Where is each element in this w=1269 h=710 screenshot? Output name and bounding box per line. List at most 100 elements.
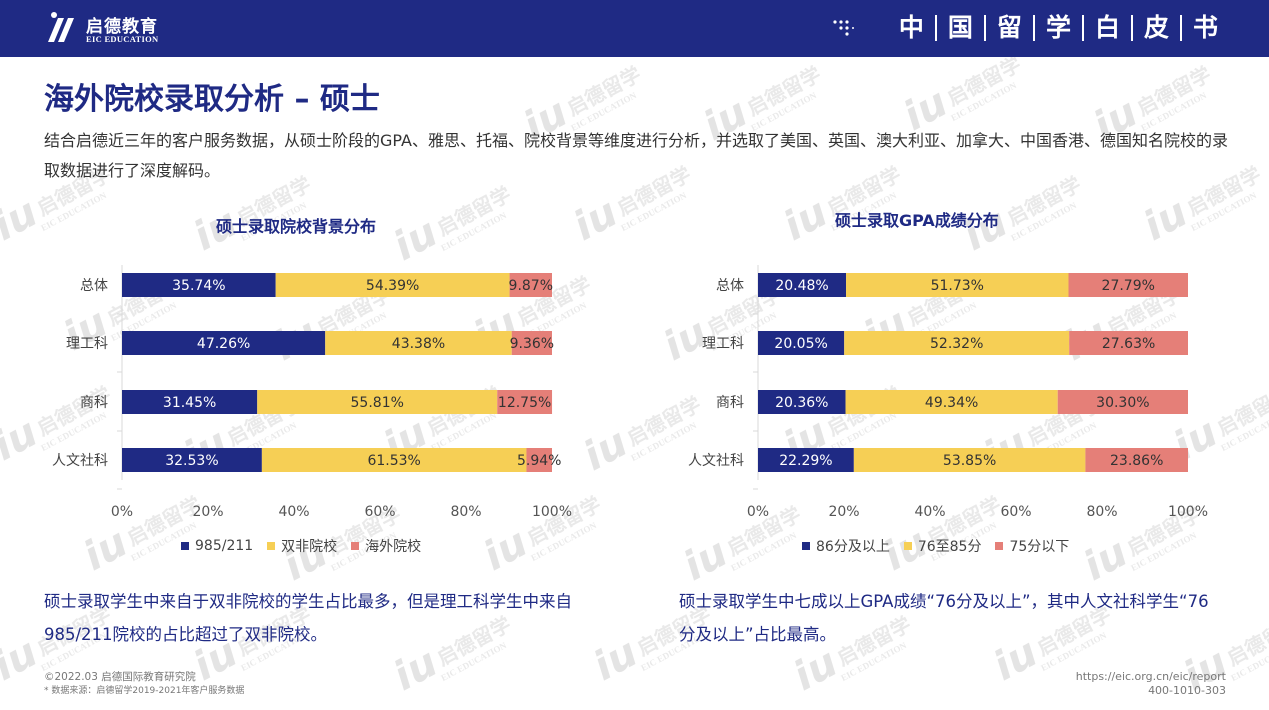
legend-background: 985/211 双非院校 海外院校 [181, 536, 435, 556]
footer-source: * 数据来源：启德留学2019-2021年客户服务数据 [44, 686, 245, 696]
x-tick-label: 40% [914, 504, 945, 520]
bar-segment [257, 390, 498, 414]
category-label: 理工科 [702, 336, 744, 352]
bar-segment [511, 331, 552, 355]
legend-item: 75分以下 [995, 536, 1069, 556]
x-tick-label: 20% [828, 504, 859, 520]
legend-item: 76至85分 [903, 536, 982, 556]
x-tick-label: 80% [450, 504, 481, 520]
category-label: 商科 [716, 395, 744, 411]
bar-segment [844, 331, 1070, 355]
data-label: 12.75% [498, 395, 551, 411]
legend-label: 985/211 [195, 538, 254, 554]
banner-char: 白 [1094, 13, 1120, 42]
logo-text-en: EIC EDUCATION [86, 34, 159, 44]
bar-segment [497, 390, 553, 414]
data-label: 20.05% [774, 336, 827, 352]
data-label: 20.48% [775, 278, 828, 294]
legend-swatch [903, 542, 912, 550]
conclusion-gpa: 硕士录取学生中七成以上GPA成绩“76分及以上”，其中人文社科学生“76分及以上… [679, 592, 1209, 644]
legend-label: 海外院校 [365, 539, 422, 555]
legend-swatch [995, 542, 1004, 550]
data-label: 53.85% [943, 453, 996, 469]
x-tick-label: 0% [747, 504, 769, 520]
x-tick-label: 20% [192, 504, 223, 520]
banner-separator [1081, 15, 1084, 41]
bar-segment [1068, 273, 1188, 297]
header-bar: 启德教育 EIC EDUCATION 中国留学白皮书 [0, 0, 1269, 57]
data-label: 27.63% [1102, 336, 1155, 352]
dots-icon [833, 20, 854, 36]
category-label: 总体 [80, 278, 108, 294]
legend-item: 86分及以上 [802, 536, 890, 556]
bar-segment [526, 448, 552, 472]
category-label: 人文社科 [688, 453, 744, 469]
data-label: 9.87% [509, 278, 553, 294]
banner-char: 中 [898, 13, 924, 42]
data-label: 55.81% [351, 395, 404, 411]
bar-segment [1057, 390, 1188, 414]
bar-segment [509, 273, 552, 297]
legend-item: 双非院校 [267, 536, 337, 556]
data-label: 23.86% [1110, 453, 1163, 469]
category-label: 总体 [716, 278, 744, 294]
x-tick-label: 60% [1000, 504, 1031, 520]
x-tick-label: 100% [1168, 504, 1208, 520]
legend-gpa: 86分及以上 76至85分 75分以下 [802, 536, 1083, 556]
x-tick-label: 60% [364, 504, 395, 520]
bar-segment [846, 273, 1069, 297]
bar-segment [122, 390, 258, 414]
banner-char: 学 [1045, 13, 1071, 42]
data-label: 51.73% [931, 278, 984, 294]
bar-segment [275, 273, 510, 297]
x-tick-label: 80% [1086, 504, 1117, 520]
banner-char: 皮 [1143, 13, 1169, 42]
bar-segment [1085, 448, 1188, 472]
banner-char: 国 [947, 13, 973, 42]
bar-segment [122, 273, 276, 297]
banner-separator [1130, 15, 1133, 41]
bar-segment [758, 273, 847, 297]
data-label: 52.32% [930, 336, 983, 352]
data-label: 49.34% [925, 395, 978, 411]
banner-separator [1179, 15, 1182, 41]
legend-swatch [181, 542, 189, 550]
banner-title: 中国留学白皮书 [888, 10, 1229, 46]
data-label: 20.36% [775, 395, 828, 411]
banner-char: 留 [996, 13, 1022, 42]
eic-logo[interactable]: 启德教育 EIC EDUCATION [42, 8, 202, 48]
data-label: 35.74% [172, 278, 225, 294]
data-label: 47.26% [197, 336, 250, 352]
intro-text: 结合启德近三年的客户服务数据，从硕士阶段的GPA、雅思、托福、院校背景等维度进行… [44, 131, 1228, 180]
data-label: 5.94% [517, 453, 561, 469]
legend-label: 76至85分 [917, 539, 982, 555]
data-label: 43.38% [392, 336, 445, 352]
bar-segment [325, 331, 512, 355]
footer-right: https://eic.org.cn/eic/report 400-1010-3… [1076, 670, 1226, 698]
data-label: 30.30% [1096, 395, 1149, 411]
banner-separator [934, 15, 937, 41]
bar-segment [1069, 331, 1188, 355]
legend-label: 86分及以上 [816, 539, 890, 555]
legend-swatch [802, 542, 810, 550]
x-tick-label: 100% [532, 504, 572, 520]
category-label: 人文社科 [52, 453, 108, 469]
conclusion-background: 硕士录取学生中来自于双非院校的学生占比最多，但是理工科学生中来自985/211院… [44, 592, 572, 644]
banner-separator [1032, 15, 1035, 41]
chart-title-gpa: 硕士录取GPA成绩分布 [835, 211, 999, 230]
bar-segment [845, 390, 1058, 414]
legend-swatch [267, 542, 276, 550]
chart-title-background: 硕士录取院校背景分布 [216, 217, 377, 236]
footer-url-link[interactable]: https://eic.org.cn/eic/report [1075, 670, 1226, 683]
page-title: 海外院校录取分析 – 硕士 [44, 82, 380, 117]
bar-segment [758, 331, 845, 355]
footer-left: ©2022.03 启德国际教育研究院 * 数据来源：启德留学2019-2021年… [44, 670, 244, 698]
data-label: 9.36% [510, 336, 554, 352]
data-label: 54.39% [366, 278, 419, 294]
footer-phone: 400-1010-303 [1148, 684, 1226, 697]
legend-item: 985/211 [181, 538, 253, 554]
category-label: 商科 [80, 395, 108, 411]
x-tick-label: 40% [278, 504, 309, 520]
footer-copyright: ©2022.03 启德国际教育研究院 [44, 671, 196, 683]
